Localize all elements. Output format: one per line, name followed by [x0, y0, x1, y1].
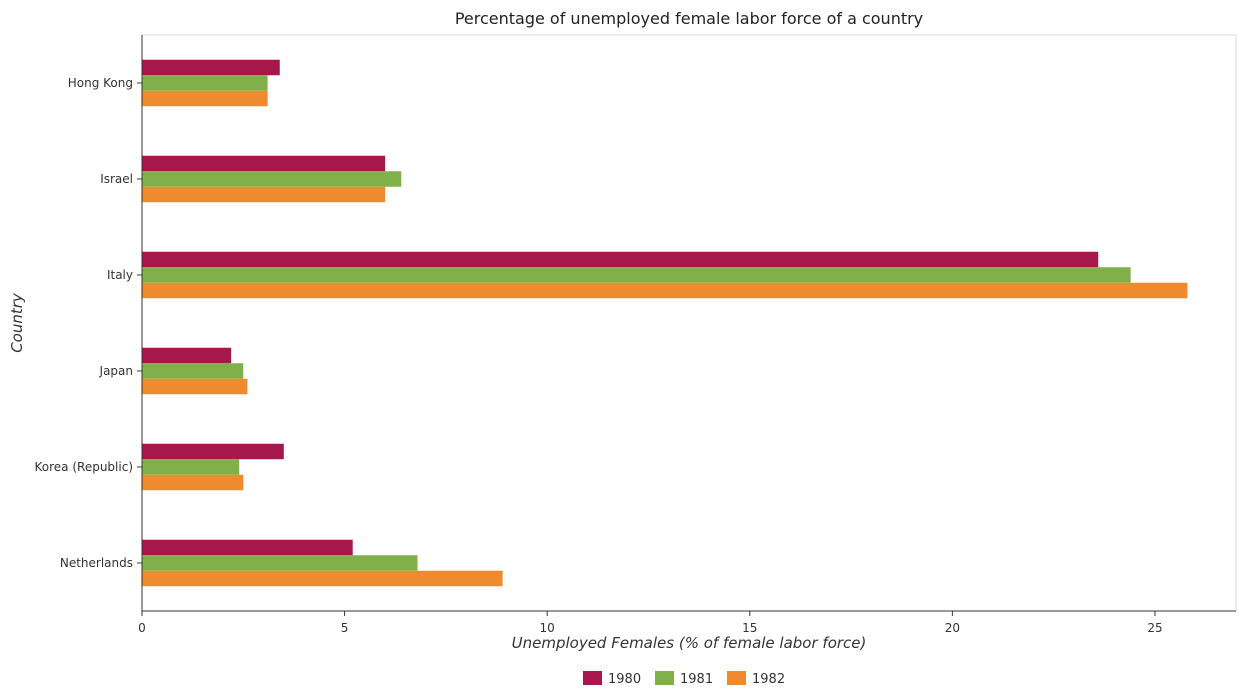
- y-tick-label: Korea (Republic): [35, 460, 133, 474]
- legend-label-1982: 1982: [752, 672, 785, 687]
- x-tick-label: 5: [341, 621, 349, 635]
- bar-italy-1981: [142, 267, 1131, 283]
- legend-label-1981: 1981: [680, 672, 713, 687]
- y-tick-label: Italy: [107, 268, 133, 282]
- bar-italy-1980: [142, 251, 1099, 268]
- x-tick-label: 10: [540, 621, 555, 635]
- y-tick-label: Hong Kong: [68, 76, 133, 90]
- legend: 1980 1981 1982: [583, 671, 785, 687]
- x-axis: 0 5 10 15 20 25: [138, 610, 1236, 635]
- bar-japan-1981: [142, 363, 244, 379]
- bar-hong-kong-1981: [142, 75, 268, 91]
- bar-hong-kong-1982: [142, 90, 268, 107]
- bar-japan-1982: [142, 378, 248, 395]
- bar-korea-republic-1980: [142, 443, 284, 460]
- bar-korea-republic-1981: [142, 459, 240, 475]
- bar-japan-1980: [142, 347, 232, 364]
- legend-swatch-1981: [655, 671, 674, 685]
- bar-italy-1982: [142, 282, 1188, 299]
- y-axis: Hong Kong Israel Italy Japan Korea (Republic…: [35, 35, 143, 611]
- y-tick-label: Japan: [99, 364, 133, 378]
- bar-hong-kong-1980: [142, 59, 280, 76]
- plot-frame: [141, 34, 1237, 612]
- bar-israel-1982: [142, 186, 386, 203]
- y-axis-label: Country: [8, 292, 26, 353]
- bar-israel-1980: [142, 155, 386, 172]
- legend-swatch-1982: [727, 671, 746, 685]
- x-tick-label: 0: [138, 621, 146, 635]
- x-tick-label: 15: [742, 621, 757, 635]
- bars-layer: [142, 59, 1188, 587]
- x-tick-label: 20: [945, 621, 960, 635]
- bar-netherlands-1981: [142, 555, 418, 571]
- y-tick-label: Israel: [100, 172, 133, 186]
- chart-title: Percentage of unemployed female labor fo…: [455, 9, 923, 28]
- bar-netherlands-1982: [142, 570, 503, 587]
- x-tick-label: 25: [1147, 621, 1162, 635]
- bar-netherlands-1980: [142, 539, 353, 556]
- bar-israel-1981: [142, 171, 402, 187]
- legend-label-1980: 1980: [608, 672, 641, 687]
- x-axis-label: Unemployed Females (% of female labor fo…: [512, 634, 867, 652]
- bar-korea-republic-1982: [142, 474, 244, 491]
- legend-swatch-1980: [583, 671, 602, 685]
- y-tick-label: Netherlands: [60, 556, 133, 570]
